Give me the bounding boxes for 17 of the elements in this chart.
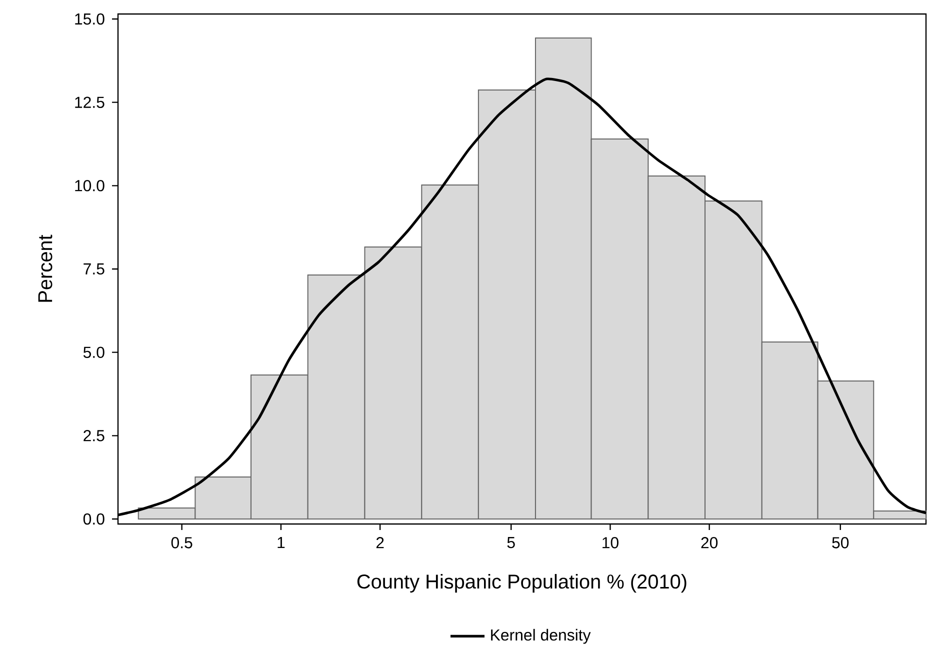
x-tick-label: 2 bbox=[376, 537, 384, 548]
y-tick-label: 10.0 bbox=[75, 180, 104, 192]
x-tick-label: 20 bbox=[701, 537, 718, 548]
x-tick-label: 1 bbox=[278, 537, 285, 548]
x-axis-title: County Hispanic Population % (2010) bbox=[357, 574, 686, 593]
x-tick-label: 0.5 bbox=[171, 537, 192, 548]
y-tick-label: 5.0 bbox=[83, 346, 104, 358]
x-tick-label: 5 bbox=[507, 537, 515, 548]
y-tick-label: 0.0 bbox=[83, 513, 104, 525]
y-tick-label: 15.0 bbox=[75, 13, 104, 25]
x-tick-label: 50 bbox=[832, 537, 849, 548]
y-tick-label: 7.5 bbox=[84, 263, 104, 275]
y-axis-title: Percent bbox=[38, 234, 52, 302]
legend-label: Kernel density bbox=[491, 628, 591, 644]
y-tick-label: 12.5 bbox=[75, 96, 104, 108]
y-tick-label: 2.5 bbox=[84, 430, 104, 442]
x-tick-label: 10 bbox=[602, 537, 618, 548]
